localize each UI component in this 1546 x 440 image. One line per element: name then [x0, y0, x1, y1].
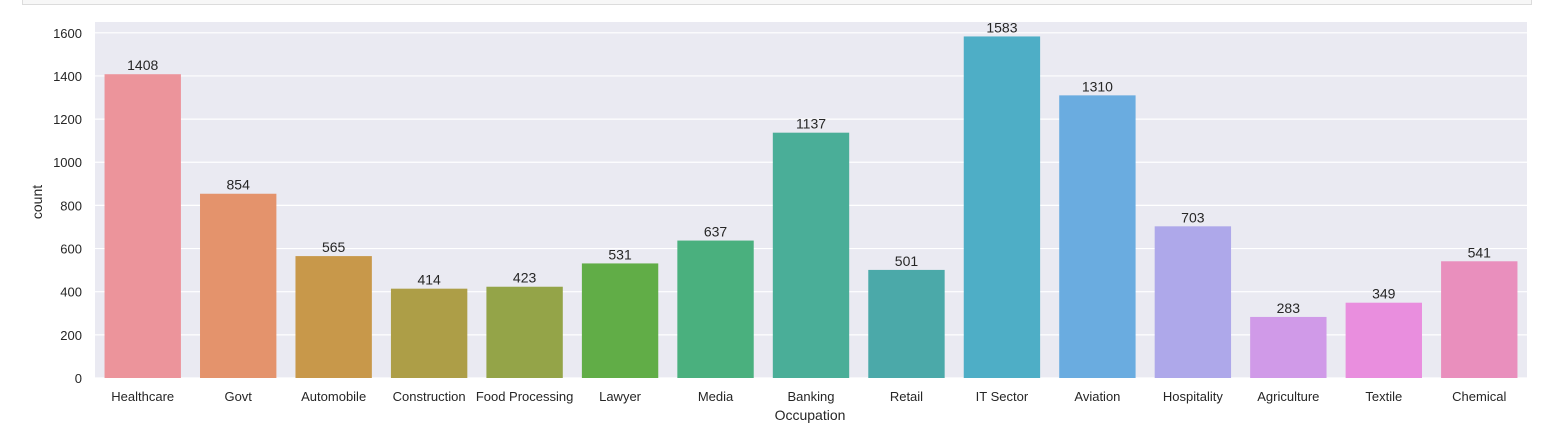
bar — [1059, 95, 1136, 378]
y-tick-label: 800 — [60, 198, 82, 213]
x-tick-label: Banking — [788, 389, 835, 404]
bar-value-label: 349 — [1372, 286, 1396, 302]
bar — [677, 240, 754, 378]
bar-value-label: 854 — [227, 177, 251, 193]
bar — [868, 269, 945, 378]
x-tick-label: Chemical — [1452, 389, 1506, 404]
bar-value-label: 1310 — [1082, 78, 1113, 94]
bar — [486, 286, 563, 378]
x-tick-label: Automobile — [301, 389, 366, 404]
bar — [581, 263, 659, 378]
bar — [104, 74, 181, 379]
bar — [1154, 226, 1232, 378]
bar-value-label: 565 — [322, 239, 346, 255]
y-tick-label: 600 — [60, 242, 82, 257]
bar-value-label: 541 — [1468, 244, 1492, 260]
bar — [963, 36, 1041, 379]
bar-value-label: 283 — [1277, 300, 1301, 316]
y-tick-label: 200 — [60, 328, 82, 343]
y-axis-label: count — [29, 185, 45, 219]
x-tick-label: Textile — [1365, 389, 1402, 404]
bar — [390, 288, 468, 378]
bar-value-label: 414 — [417, 272, 441, 288]
bar — [200, 193, 277, 378]
bar — [1441, 261, 1518, 378]
cell-output-border — [22, 0, 1532, 5]
bar-value-label: 703 — [1181, 209, 1205, 225]
y-tick-label: 1400 — [53, 69, 82, 84]
y-axis-ticks: 0 200 400 600 800 1000 1200 1400 1600 — [53, 26, 82, 386]
x-tick-label: IT Sector — [976, 389, 1029, 404]
bar-value-label: 423 — [513, 270, 537, 286]
bar — [1345, 302, 1422, 378]
bar-value-label: 501 — [895, 253, 919, 269]
x-tick-label: Retail — [890, 389, 923, 404]
x-tick-label: Govt — [224, 389, 252, 404]
bar-value-label: 637 — [704, 224, 728, 240]
bar-value-label: 531 — [608, 246, 632, 262]
bar — [772, 132, 850, 378]
x-tick-label: Lawyer — [599, 389, 642, 404]
y-tick-label: 1200 — [53, 112, 82, 127]
bar-value-label: 1137 — [796, 116, 826, 132]
x-tick-label: Food Processing — [476, 389, 574, 404]
bar-value-labels: 1408 854 565 414 423 531 637 1137 501 1583 1310 703… — [127, 19, 1491, 315]
bars — [104, 36, 1518, 379]
bar-value-label: 1408 — [127, 57, 158, 73]
y-tick-label: 0 — [75, 371, 82, 386]
x-tick-label: Healthcare — [111, 389, 174, 404]
x-axis-ticks: Healthcare Govt Automobile Construction Food… — [111, 389, 1506, 404]
x-tick-label: Aviation — [1074, 389, 1120, 404]
y-tick-label: 1000 — [53, 155, 82, 170]
x-tick-label: Agriculture — [1257, 389, 1319, 404]
bar — [1250, 316, 1327, 378]
x-tick-label: Construction — [393, 389, 466, 404]
bar-value-label: 1583 — [986, 19, 1017, 35]
x-tick-label: Media — [698, 389, 734, 404]
y-tick-label: 1600 — [53, 26, 82, 41]
x-tick-label: Hospitality — [1163, 389, 1223, 404]
x-axis-label: Occupation — [775, 407, 846, 423]
bar — [295, 256, 372, 378]
y-tick-label: 400 — [60, 285, 82, 300]
